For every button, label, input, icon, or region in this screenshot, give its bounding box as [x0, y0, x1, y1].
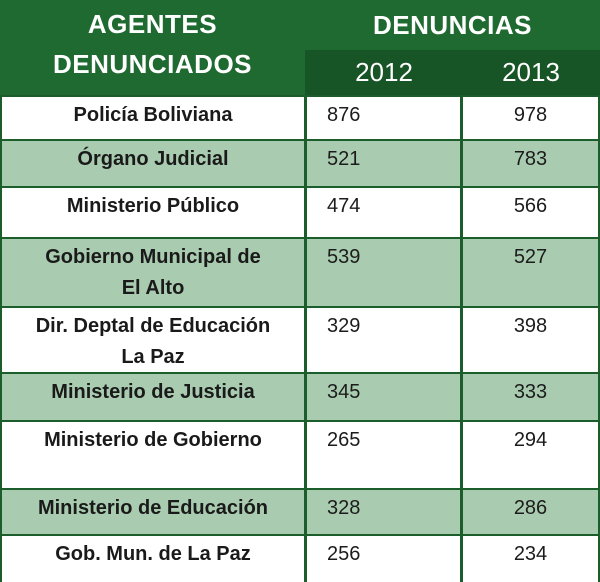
agent-name-cell: Ministerio de Justicia	[2, 374, 304, 420]
table-row: Órgano Judicial 521 783	[0, 141, 600, 186]
agent-name-cell: Ministerio de Educación	[2, 490, 304, 534]
agent-name: Ministerio de Educación	[37, 497, 269, 519]
value-2013-cell: 527	[463, 239, 598, 306]
agents-column-header: AGENTES DENUNCIADOS	[0, 4, 305, 92]
denuncias-column-header: DENUNCIAS	[372, 10, 533, 40]
table-row: Ministerio Público 474 566	[0, 188, 600, 237]
agent-name-cell: Ministerio de Gobierno	[2, 422, 304, 488]
value-2012-cell: 876	[307, 97, 460, 139]
agent-name: Ministerio de Justicia	[51, 381, 255, 403]
table-row: Dir. Deptal de Educación La Paz 329 398	[0, 308, 600, 372]
value-2013-cell: 286	[463, 490, 598, 534]
agents-header-line2: DENUNCIADOS	[52, 49, 253, 79]
value-2013-cell: 294	[463, 422, 598, 488]
value-2012-cell: 328	[307, 490, 460, 534]
value-2012-cell: 539	[307, 239, 460, 306]
agent-name: Policía Boliviana	[73, 104, 233, 126]
agent-name-line2: La Paz	[121, 346, 185, 368]
agent-name-cell: Gob. Mun. de La Paz	[2, 536, 304, 582]
value-2012-cell: 256	[307, 536, 460, 582]
agent-name: Gob. Mun. de La Paz	[55, 543, 251, 565]
year-2013-header: 2013	[502, 57, 560, 87]
agent-name-cell: Ministerio Público	[2, 188, 304, 237]
agent-name: Ministerio de Gobierno	[44, 429, 262, 451]
value-2013-cell: 566	[463, 188, 598, 237]
table-row: Gob. Mun. de La Paz 256 234	[0, 536, 600, 582]
agent-name-cell: Gobierno Municipal de El Alto	[2, 239, 304, 306]
table-row: Gobierno Municipal de El Alto 539 527	[0, 239, 600, 306]
agents-header-line1: AGENTES	[87, 9, 218, 39]
years-subheader	[305, 50, 600, 95]
value-2012-cell: 521	[307, 141, 460, 186]
value-2012-cell: 474	[307, 188, 460, 237]
agent-name: Ministerio Público	[66, 195, 240, 217]
value-2013-cell: 234	[463, 536, 598, 582]
table-row: Ministerio de Gobierno 265 294	[0, 422, 600, 488]
table-row: Ministerio de Justicia 345 333	[0, 374, 600, 420]
value-2012-cell: 345	[307, 374, 460, 420]
value-2013-cell: 333	[463, 374, 598, 420]
value-2013-cell: 783	[463, 141, 598, 186]
agent-name: Órgano Judicial	[77, 148, 229, 170]
year-2012-header: 2012	[355, 57, 413, 87]
agent-name-cell: Órgano Judicial	[2, 141, 304, 186]
table-header: AGENTES DENUNCIADOS DENUNCIAS 2012 2013	[0, 0, 600, 95]
table-row: Ministerio de Educación 328 286	[0, 490, 600, 534]
value-2013-cell: 978	[463, 97, 598, 139]
value-2012-cell: 329	[307, 308, 460, 372]
value-2012-cell: 265	[307, 422, 460, 488]
agent-name: Gobierno Municipal de	[45, 246, 261, 268]
agent-name-line2: El Alto	[121, 277, 185, 299]
value-2013-cell: 398	[463, 308, 598, 372]
agent-name-cell: Dir. Deptal de Educación La Paz	[2, 308, 304, 372]
agent-name: Dir. Deptal de Educación	[35, 315, 271, 337]
agent-name-cell: Policía Boliviana	[2, 97, 304, 139]
table-row: Policía Boliviana 876 978	[0, 97, 600, 139]
